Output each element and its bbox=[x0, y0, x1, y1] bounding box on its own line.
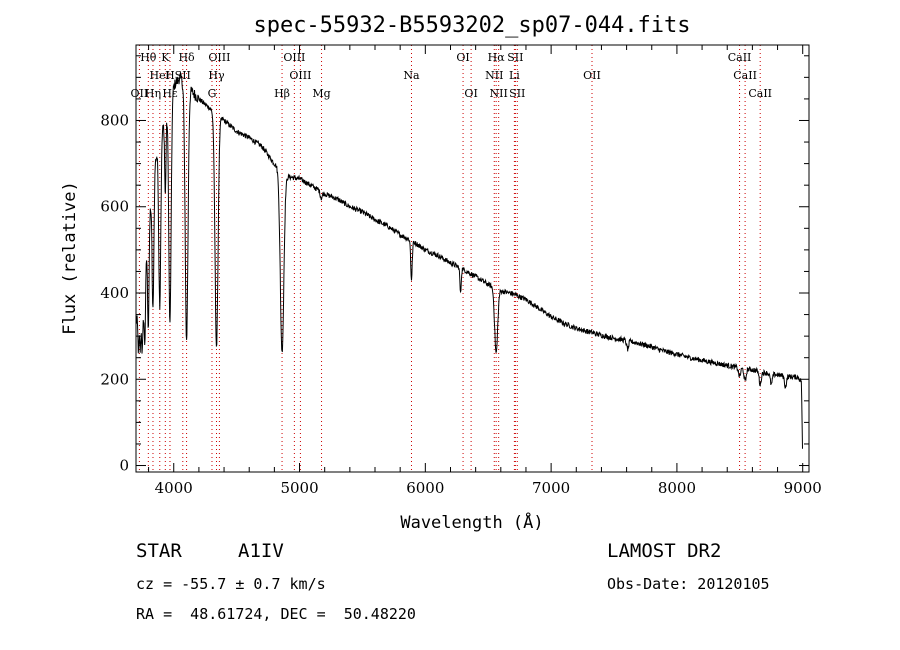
line-label: OI bbox=[464, 87, 477, 100]
plot-frame bbox=[135, 44, 810, 473]
observation-date: Obs-Date: 20120105 bbox=[607, 575, 770, 593]
x-axis-label: Wavelength (Å) bbox=[400, 511, 543, 533]
line-label: CaII bbox=[733, 69, 757, 82]
line-label: Hθ bbox=[140, 51, 157, 64]
line-label: Hβ bbox=[274, 87, 290, 100]
y-tick-label: 600 bbox=[100, 198, 129, 216]
line-label: SII bbox=[509, 87, 525, 100]
x-tick-label: 6000 bbox=[406, 479, 444, 497]
object-subclass: A1IV bbox=[238, 540, 284, 562]
line-label: OII bbox=[131, 87, 149, 100]
line-label: NII bbox=[485, 69, 503, 82]
y-tick-label: 400 bbox=[100, 284, 129, 302]
y-tick-label: 800 bbox=[100, 111, 129, 129]
y-axis: 0 200 400 600 800 bbox=[100, 55, 809, 475]
x-axis: 4000 5000 6000 7000 8000 9000 bbox=[148, 45, 822, 497]
line-label: OIII bbox=[289, 69, 311, 82]
line-label: OIII bbox=[208, 51, 230, 64]
line-label: SII bbox=[507, 51, 523, 64]
y-tick-label: 0 bbox=[119, 457, 129, 475]
line-label: H bbox=[165, 69, 175, 82]
line-label: HeI bbox=[150, 69, 170, 82]
line-markers bbox=[138, 45, 761, 472]
object-type: STAR bbox=[136, 540, 182, 562]
y-tick-label: 200 bbox=[100, 370, 129, 388]
line-label: Hα bbox=[488, 51, 506, 64]
x-tick-label: 9000 bbox=[784, 479, 822, 497]
line-label: Mg bbox=[312, 87, 330, 100]
line-label: Hδ bbox=[178, 51, 195, 64]
line-label: OI bbox=[456, 51, 469, 64]
line-label: K bbox=[161, 51, 170, 64]
chart-title: spec-55932-B5593202_sp07-044.fits bbox=[253, 13, 690, 38]
x-tick-label: 8000 bbox=[658, 479, 696, 497]
line-label: OII bbox=[583, 69, 601, 82]
line-label: NII bbox=[490, 87, 508, 100]
line-label: Hε bbox=[162, 87, 178, 100]
redshift-cz: cz = -55.7 ± 0.7 km/s bbox=[136, 575, 326, 593]
y-axis-label: Flux (relative) bbox=[60, 181, 80, 335]
x-tick-label: 5000 bbox=[280, 479, 318, 497]
survey-name: LAMOST DR2 bbox=[607, 540, 722, 562]
line-label: Na bbox=[403, 69, 420, 82]
line-label: Hγ bbox=[208, 69, 225, 82]
line-label: CaII bbox=[748, 87, 772, 100]
line-label: G bbox=[208, 87, 217, 100]
spectrum-line bbox=[135, 72, 803, 449]
line-label: OIII bbox=[283, 51, 305, 64]
x-tick-label: 7000 bbox=[532, 479, 570, 497]
x-tick-label: 4000 bbox=[155, 479, 193, 497]
coordinates: RA = 48.61724, DEC = 50.48220 bbox=[136, 605, 416, 623]
line-label: Li bbox=[509, 69, 520, 82]
line-label: SII bbox=[175, 69, 191, 82]
line-label: Hη bbox=[145, 87, 161, 100]
line-label: CaII bbox=[728, 51, 752, 64]
